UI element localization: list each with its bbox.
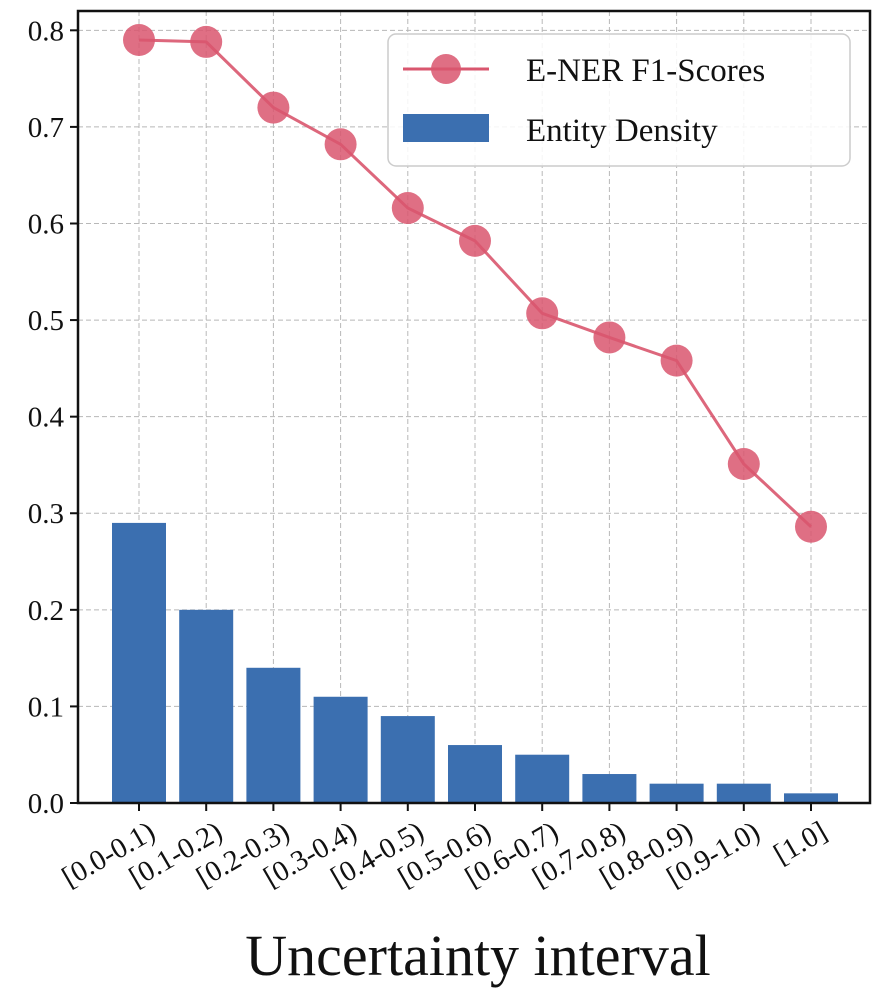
f1-score-point — [123, 23, 155, 56]
density-bar — [246, 667, 301, 803]
y-tick-label: 0.6 — [28, 208, 64, 240]
density-bar — [784, 793, 838, 803]
x-axis: [0.0-0.1)[0.1-0.2)[0.2-0.3)[0.3-0.4)[0.4… — [57, 803, 833, 894]
density-bar — [380, 716, 435, 803]
x-axis-label: Uncertainty interval — [245, 923, 710, 988]
f1-score-point — [660, 344, 693, 377]
f1-score-point — [459, 224, 491, 257]
y-tick-label: 0.8 — [28, 15, 64, 47]
f1-score-point — [593, 321, 626, 354]
density-bar — [112, 522, 166, 803]
f1-score-point — [391, 192, 424, 225]
y-tick-label: 0.7 — [28, 112, 64, 144]
density-bar — [515, 754, 570, 803]
legend-label-f1: E-NER F1-Scores — [526, 53, 765, 89]
y-tick-label: 0.0 — [28, 788, 64, 820]
y-tick-label: 0.1 — [28, 691, 64, 723]
f1-score-point — [526, 297, 559, 330]
y-tick-label: 0.2 — [28, 595, 64, 627]
grid — [78, 11, 870, 804]
density-bar — [448, 745, 502, 803]
density-bar — [582, 774, 637, 803]
legend-box — [387, 33, 851, 167]
density-bar — [649, 783, 704, 803]
y-tick-label: 0.4 — [28, 402, 65, 434]
f1-score-point — [324, 128, 357, 161]
density-bar — [179, 609, 234, 803]
density-bar — [313, 696, 368, 803]
x-tick-label: [1.0] — [768, 815, 832, 871]
y-tick-label: 0.3 — [28, 498, 64, 530]
legend: E-NER F1-Scores Entity Density — [387, 33, 851, 167]
legend-bar-marker — [403, 114, 489, 142]
f1-score-point — [727, 447, 760, 480]
line-series — [123, 23, 827, 543]
y-tick-label: 0.5 — [28, 305, 64, 337]
bar-series — [112, 522, 838, 803]
f1-score-point — [795, 510, 827, 543]
legend-point-marker — [431, 54, 461, 84]
y-axis: 0.0 0.1 0.2 0.3 0.4 0.5 0.6 0.7 0.8 — [28, 15, 78, 820]
legend-label-density: Entity Density — [526, 113, 718, 149]
f1-score-point — [257, 91, 290, 124]
f1-score-point — [190, 25, 223, 58]
density-bar — [716, 783, 771, 803]
